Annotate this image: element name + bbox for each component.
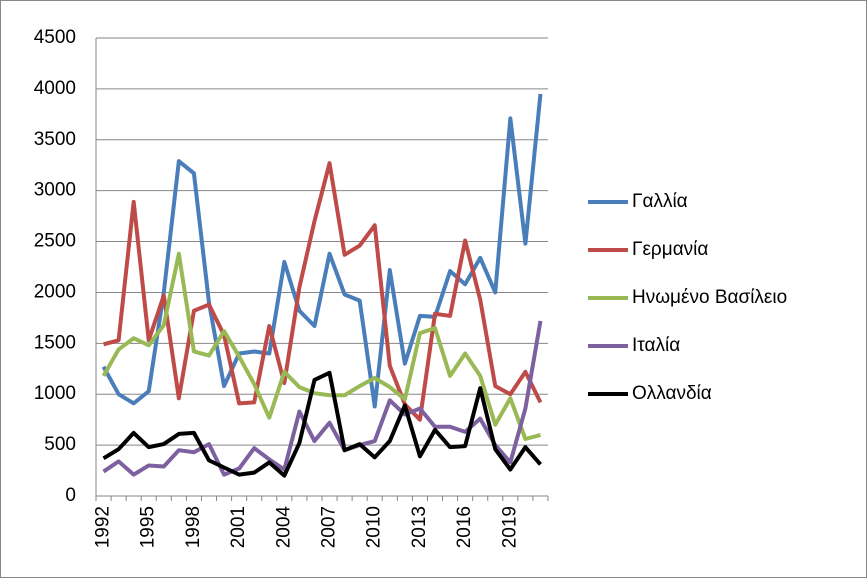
series-line <box>102 370 542 478</box>
y-tick-label: 3000 <box>34 180 76 201</box>
x-tick-label: 2019 <box>499 506 520 548</box>
x-tick-label: 2010 <box>364 506 385 548</box>
series-line <box>103 161 543 422</box>
legend-label: Ηνωμένο Βασίλειο <box>632 287 787 308</box>
y-tick-label: 2000 <box>34 281 76 302</box>
y-tick-label: 1000 <box>34 383 76 404</box>
y-tick-label: 500 <box>44 434 76 455</box>
y-tick-label: 4500 <box>34 27 76 48</box>
y-tick-label: 0 <box>65 485 76 506</box>
x-tick-label: 1995 <box>138 506 159 548</box>
legend-label: Γερμανία <box>632 239 708 260</box>
x-tick-label: 2004 <box>273 506 294 549</box>
y-tick-label: 3500 <box>34 129 76 150</box>
legend-label: Ολλανδία <box>632 383 712 404</box>
x-tick-label: 2013 <box>409 506 430 548</box>
x-tick-label: 2007 <box>319 506 340 548</box>
x-tick-label: 2001 <box>228 506 249 548</box>
legend-label: Ιταλία <box>632 335 680 356</box>
y-tick-label: 2500 <box>34 231 76 252</box>
y-tick-label: 1500 <box>34 332 76 353</box>
series-line <box>101 93 543 409</box>
x-tick-label: 1998 <box>183 506 204 548</box>
x-tick-label: 2016 <box>454 506 475 548</box>
y-tick-label: 4000 <box>34 78 76 99</box>
legend-label: Γαλλία <box>632 191 688 212</box>
series-line <box>101 251 541 442</box>
x-tick-label: 1992 <box>93 506 114 548</box>
